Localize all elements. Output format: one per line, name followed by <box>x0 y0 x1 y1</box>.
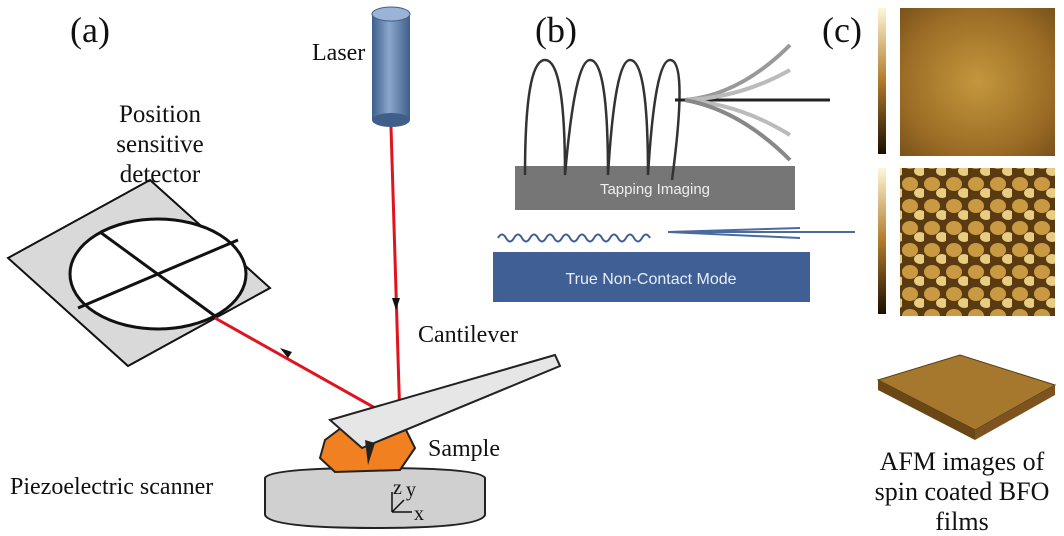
laser-label: Laser <box>312 40 365 66</box>
colorbar <box>878 168 886 314</box>
tapping-path <box>525 60 680 180</box>
noncontact-label: True Non-Contact Mode <box>565 271 736 288</box>
panel-label: (c) <box>822 10 862 50</box>
colorbar <box>878 8 886 154</box>
caption: AFM images of <box>880 447 1045 476</box>
detector-label: detector <box>120 161 201 188</box>
axis-label: z <box>393 477 402 499</box>
afm-3d <box>878 355 1055 430</box>
scanner-label: Piezoelectric scanner <box>10 474 213 500</box>
cantilever-label: Cantilever <box>418 322 518 348</box>
detector-label: Position <box>119 101 201 128</box>
detector-label: sensitive <box>116 131 204 158</box>
axis-label: x <box>414 503 424 525</box>
tapping-label: Tapping Imaging <box>600 181 710 198</box>
sample-label: Sample <box>428 436 500 462</box>
scanner <box>265 468 485 528</box>
afm-image <box>900 8 1055 156</box>
panel-label: (b) <box>535 10 577 50</box>
cantilever-b <box>668 228 855 238</box>
axis-label: y <box>406 479 416 501</box>
panel-c: AFM images of spin coated BFO films <box>875 8 1055 536</box>
caption: films <box>935 507 988 536</box>
afm-image <box>900 168 1055 316</box>
panel-label: (a) <box>70 10 110 50</box>
panel-b: Tapping Imaging True Non-Contact Mode <box>493 45 855 302</box>
panel-a: Laser Position sensitive detector Cantil… <box>8 7 560 528</box>
figure: (a) (b) (c) Laser Position sensitive det… <box>0 0 1064 536</box>
laser-top <box>372 7 410 21</box>
arrow <box>392 298 400 310</box>
laser-bottom <box>372 113 410 127</box>
oscillation <box>498 235 650 242</box>
caption: spin coated BFO <box>875 477 1050 506</box>
laser <box>372 14 410 120</box>
